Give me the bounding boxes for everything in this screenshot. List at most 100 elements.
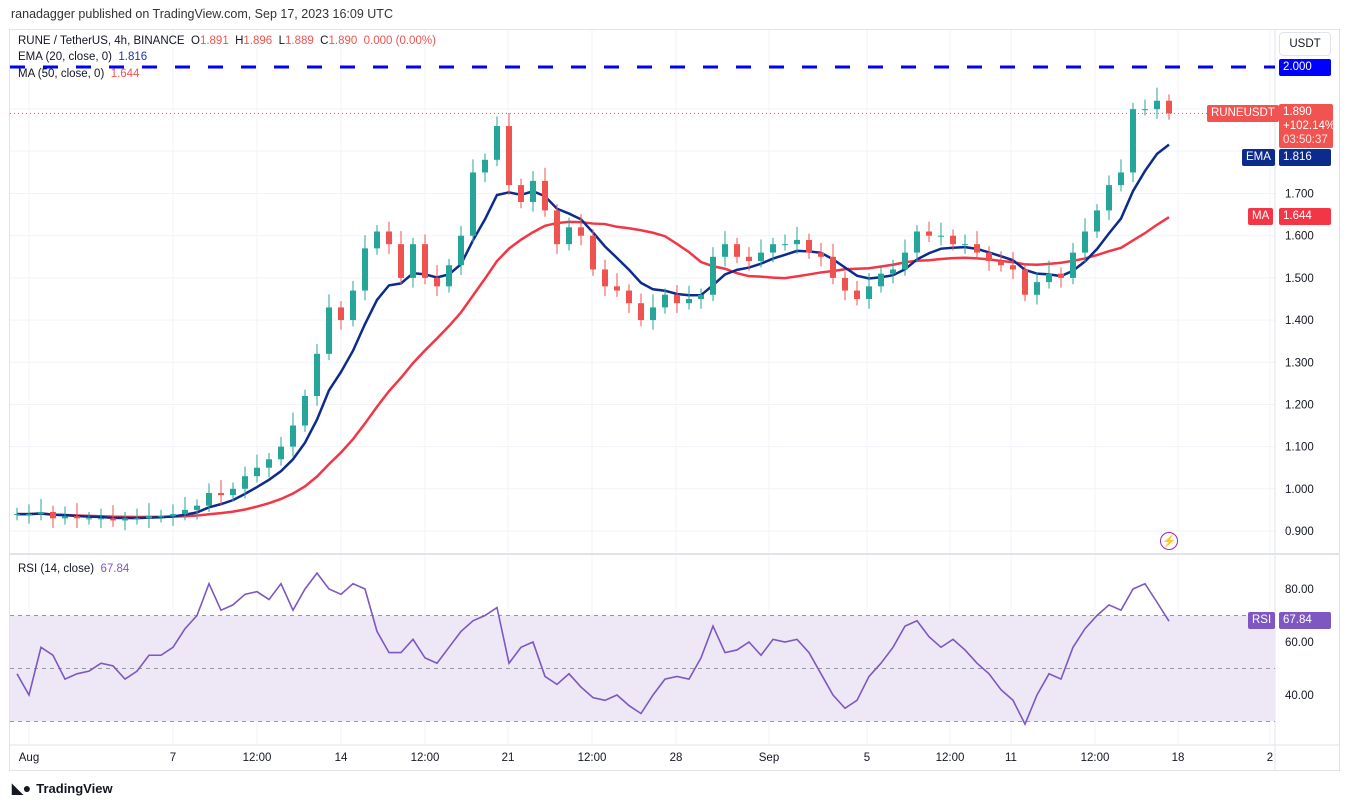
candle-body [38,511,44,515]
candle-body [170,514,176,517]
price-tick-label: 0.900 [1285,526,1314,538]
currency-button[interactable]: USDT [1279,32,1331,56]
low-value: 1.889 [285,35,314,47]
candle-body [206,493,212,506]
rsi-line [16,571,1170,727]
candle-body [62,516,68,519]
ma-price-tag: 1.644 [1279,208,1331,225]
candle-body [1130,109,1136,173]
candle-body [758,252,764,262]
candle-body [470,172,476,236]
candle-body [374,231,380,249]
candle-body [254,467,260,477]
symbol-legend[interactable]: RUNE / TetherUS, 4h, BINANCE O1.891 H1.8… [18,35,436,47]
candle-body [986,252,992,262]
ema-legend[interactable]: EMA (20, close, 0) 1.816 [18,51,147,63]
candle-body [1082,231,1088,253]
rsi-tick-label: 40.00 [1285,690,1314,702]
candle-body [1106,185,1112,211]
candle-body [854,290,860,299]
close-value: 1.890 [328,35,358,47]
candle-body [422,244,428,278]
candle-body [1046,273,1052,283]
ema-value: 1.816 [118,51,148,63]
candle-body [1034,282,1040,295]
candle-body [314,353,320,397]
candle-body [626,290,632,304]
candle-body [950,235,956,245]
high-label: H [235,35,244,47]
candle-body [734,244,740,257]
candle-body [890,269,896,274]
bar-countdown: 03:50:37 [1283,134,1328,146]
level-price-tag: 2.000 [1279,59,1331,76]
ema-price-tag: 1.816 [1279,149,1331,166]
candle-body [1118,172,1124,186]
ma-label: MA (50, close, 0) [18,68,105,80]
candle-body [650,307,656,321]
time-tick-label: 12:00 [243,752,272,764]
high-value: 1.896 [243,35,273,47]
candle-body [158,516,164,518]
time-tick-label: 18 [1172,752,1185,764]
rsi-legend[interactable]: RSI (14, close) 67.84 [18,563,129,575]
rsi-value: 67.84 [100,563,130,575]
candle-body [1154,100,1160,110]
candle-body [110,518,116,521]
candle-body [782,244,788,246]
change-percent: +102.14% [1283,120,1336,132]
candle-body [218,493,224,496]
candle-body [614,286,620,291]
close-label: C [320,35,329,47]
time-tick-label: 12:00 [936,752,965,764]
open-value: 1.891 [199,35,229,47]
candle-body [914,231,920,253]
candle-body [290,425,296,447]
candle-body [710,256,716,295]
price-tick-label: 1.700 [1285,189,1314,201]
candle-body [98,518,104,520]
candle-body [86,518,92,520]
candle-body [1142,109,1148,111]
ma-legend[interactable]: MA (50, close, 0) 1.644 [18,68,139,80]
candle-body [806,239,812,253]
price-tick-label: 1.600 [1285,231,1314,243]
candle-body [26,514,32,516]
candle-body [974,244,980,253]
published-caption: ranadagger published on TradingView.com,… [11,7,393,21]
candle-body [962,244,968,246]
candle-body [194,505,200,510]
tradingview-logo[interactable]: ◣● TradingView [12,780,113,797]
candle-body [842,277,848,291]
candle-body [50,511,56,519]
ema-line [17,143,1170,520]
candle-body [1010,265,1016,270]
candle-body [926,231,932,236]
candle-body [686,298,692,304]
price-tick-label: 1.500 [1285,273,1314,285]
candle-body [1166,100,1172,114]
candle-body [146,516,152,519]
price-tick-label: 1.000 [1285,484,1314,496]
time-tick-label: 12:00 [411,752,440,764]
time-tick-label: Sep [759,752,779,764]
candle-body [326,307,332,354]
candle-body [902,252,908,270]
lightning-bolt-icon[interactable]: ⚡ [1160,532,1178,550]
candle-body [674,294,680,304]
candle-body [662,294,668,308]
candle-body [878,273,884,287]
candle-body [14,514,20,516]
candle-body [362,248,368,291]
candle-body [134,518,140,520]
candle-body [266,459,272,468]
price-tick-label: 1.100 [1285,442,1314,454]
last-price-tag: 1.890 +102.14% 03:50:37 [1279,104,1336,148]
time-tick-label: 12:00 [578,752,607,764]
candle-body [1070,252,1076,278]
candle-body [506,126,512,186]
logo-text: TradingView [36,781,113,796]
candle-body [530,180,536,202]
candle-body [494,126,500,160]
